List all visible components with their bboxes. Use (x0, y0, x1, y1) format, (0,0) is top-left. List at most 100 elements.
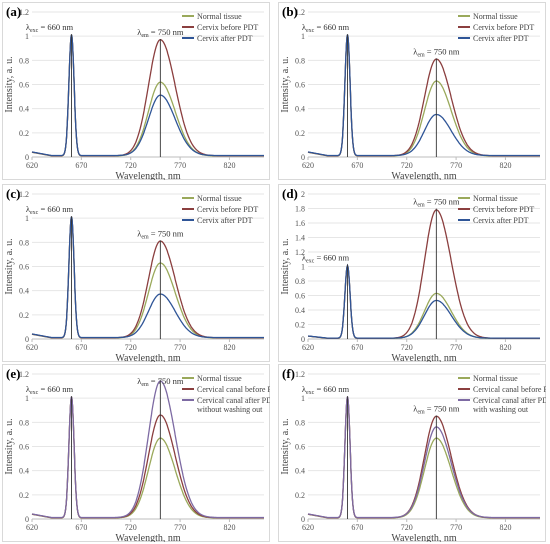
x-axis-label: Wavelength, nm (391, 353, 457, 362)
y-tick-label: 0.6 (295, 292, 305, 301)
legend-label: Normal tissue (473, 12, 518, 21)
y-tick-label: 1.2 (19, 190, 29, 199)
legend-label: Cervical canal before PDT (473, 385, 546, 394)
legend-label: Normal tissue (473, 374, 518, 383)
exc-annotation: λexc = 660 nm (26, 384, 74, 396)
x-tick-label: 620 (302, 523, 314, 532)
x-tick-label: 670 (351, 343, 363, 352)
x-tick-label: 720 (401, 161, 413, 170)
y-tick-label: 0.6 (295, 81, 305, 90)
x-tick-label: 820 (499, 523, 511, 532)
em-annotation: λem = 750 nm (137, 228, 184, 240)
y-tick-label: 1.4 (295, 234, 305, 243)
x-tick-label: 670 (351, 161, 363, 170)
y-tick-label: 1 (301, 32, 305, 41)
chart-panel-a: 0 0.2 0.4 0.6 0.8 1 1.2 620 670 720 770 820 Waveleng… (2, 2, 270, 180)
legend-label: Cervix after PDT (197, 216, 253, 225)
x-tick-label: 620 (26, 523, 38, 532)
x-axis-label: Wavelength, nm (115, 533, 181, 542)
y-tick-label: 0.2 (295, 321, 305, 330)
x-tick-label: 820 (223, 161, 235, 170)
x-tick-label: 670 (351, 523, 363, 532)
y-tick-label: 1.6 (295, 219, 305, 228)
legend-label: without washing out (197, 405, 263, 414)
y-tick-label: 0.4 (19, 287, 29, 296)
x-tick-label: 670 (75, 523, 87, 532)
y-tick-label: 0 (25, 153, 29, 162)
x-tick-label: 670 (75, 343, 87, 352)
x-tick-label: 820 (223, 343, 235, 352)
exc-annotation: λexc = 660 nm (26, 22, 74, 34)
series-line (31, 216, 264, 339)
panel-label: (c) (6, 186, 20, 201)
chart-e-svg: 0 0.2 0.4 0.6 0.8 1 1.2 620 670 720 770 820 Waveleng… (2, 364, 270, 542)
y-tick-label: 0.8 (295, 56, 305, 65)
y-tick-label: 1 (25, 214, 29, 223)
y-tick-label: 0 (25, 515, 29, 524)
y-tick-label: 0 (301, 153, 305, 162)
y-axis-label: Intensity, a. u. (280, 238, 291, 294)
y-tick-label: 0.8 (295, 418, 305, 427)
y-tick-label: 1.2 (295, 8, 305, 17)
chart-d-svg: 0 0.2 0.4 0.6 0.8 1 1.2 1.4 1.6 1.8 2 620 670 720 770 8… (278, 184, 546, 362)
y-tick-label: 1.2 (19, 8, 29, 17)
y-axis-label: Intensity, a. u. (4, 418, 15, 474)
x-tick-label: 720 (401, 523, 413, 532)
y-tick-label: 0.4 (19, 105, 29, 114)
series-line (307, 34, 540, 157)
x-tick-label: 770 (450, 161, 462, 170)
y-tick-label: 1.8 (295, 205, 305, 214)
panel-frame (278, 184, 546, 362)
x-tick-label: 820 (223, 523, 235, 532)
y-tick-label: 2 (301, 190, 305, 199)
legend-label: Cervix before PDT (473, 205, 534, 214)
x-axis-label: Wavelength, nm (115, 171, 181, 180)
x-tick-label: 620 (26, 343, 38, 352)
panel-label: (b) (282, 4, 298, 19)
y-tick-label: 1 (301, 263, 305, 272)
em-annotation: λem = 750 nm (413, 46, 460, 58)
legend-label: Cervix after PDT (473, 34, 529, 43)
y-axis-label: Intensity, a. u. (280, 56, 291, 112)
y-tick-label: 0.8 (19, 418, 29, 427)
chart-panel-e: 0 0.2 0.4 0.6 0.8 1 1.2 620 670 720 770 820 Waveleng… (2, 364, 270, 542)
chart-f-svg: 0 0.2 0.4 0.6 0.8 1 1.2 620 670 720 770 820 Waveleng… (278, 364, 546, 542)
x-axis-label: Wavelength, nm (391, 171, 457, 180)
panel-frame (278, 364, 546, 542)
exc-annotation: λexc = 660 nm (302, 384, 350, 396)
series-line (308, 263, 540, 339)
y-tick-label: 0.8 (295, 277, 305, 286)
panel-frame (2, 2, 270, 180)
legend-label: Normal tissue (197, 374, 242, 383)
x-tick-label: 770 (174, 523, 186, 532)
panel-frame (2, 364, 270, 542)
legend-label: Cervix before PDT (197, 23, 258, 32)
x-tick-label: 770 (174, 161, 186, 170)
y-tick-label: 1 (25, 394, 29, 403)
chart-c-svg: 0 0.2 0.4 0.6 0.8 1 1.2 620 670 720 770 820 Waveleng… (2, 184, 270, 362)
legend-label: Cervical canal after PDT (473, 396, 546, 405)
em-annotation: λem = 750 nm (413, 197, 460, 209)
y-tick-label: 1 (25, 32, 29, 41)
panel-label: (e) (6, 366, 20, 381)
y-tick-label: 1.2 (19, 370, 29, 379)
y-tick-label: 0.2 (19, 311, 29, 320)
legend-label: Normal tissue (473, 194, 518, 203)
y-tick-label: 0.4 (295, 467, 305, 476)
chart-panel-f: 0 0.2 0.4 0.6 0.8 1 1.2 620 670 720 770 820 Waveleng… (278, 364, 546, 542)
legend-label: Cervix before PDT (473, 23, 534, 32)
legend-label: with washing out (473, 405, 529, 414)
x-tick-label: 720 (401, 343, 413, 352)
y-tick-label: 0 (301, 335, 305, 344)
panel-label: (d) (282, 186, 298, 201)
y-tick-label: 1.2 (295, 248, 305, 257)
y-tick-label: 0.4 (295, 306, 305, 315)
y-tick-label: 0.2 (19, 129, 29, 138)
em-annotation: λem = 750 nm (137, 27, 184, 39)
x-tick-label: 720 (125, 343, 137, 352)
legend-label: Cervix after PDT (197, 34, 253, 43)
y-tick-label: 0.6 (19, 443, 29, 452)
y-tick-label: 0.4 (295, 105, 305, 114)
y-tick-label: 0.6 (19, 263, 29, 272)
chart-panel-c: 0 0.2 0.4 0.6 0.8 1 1.2 620 670 720 770 820 Waveleng… (2, 184, 270, 362)
